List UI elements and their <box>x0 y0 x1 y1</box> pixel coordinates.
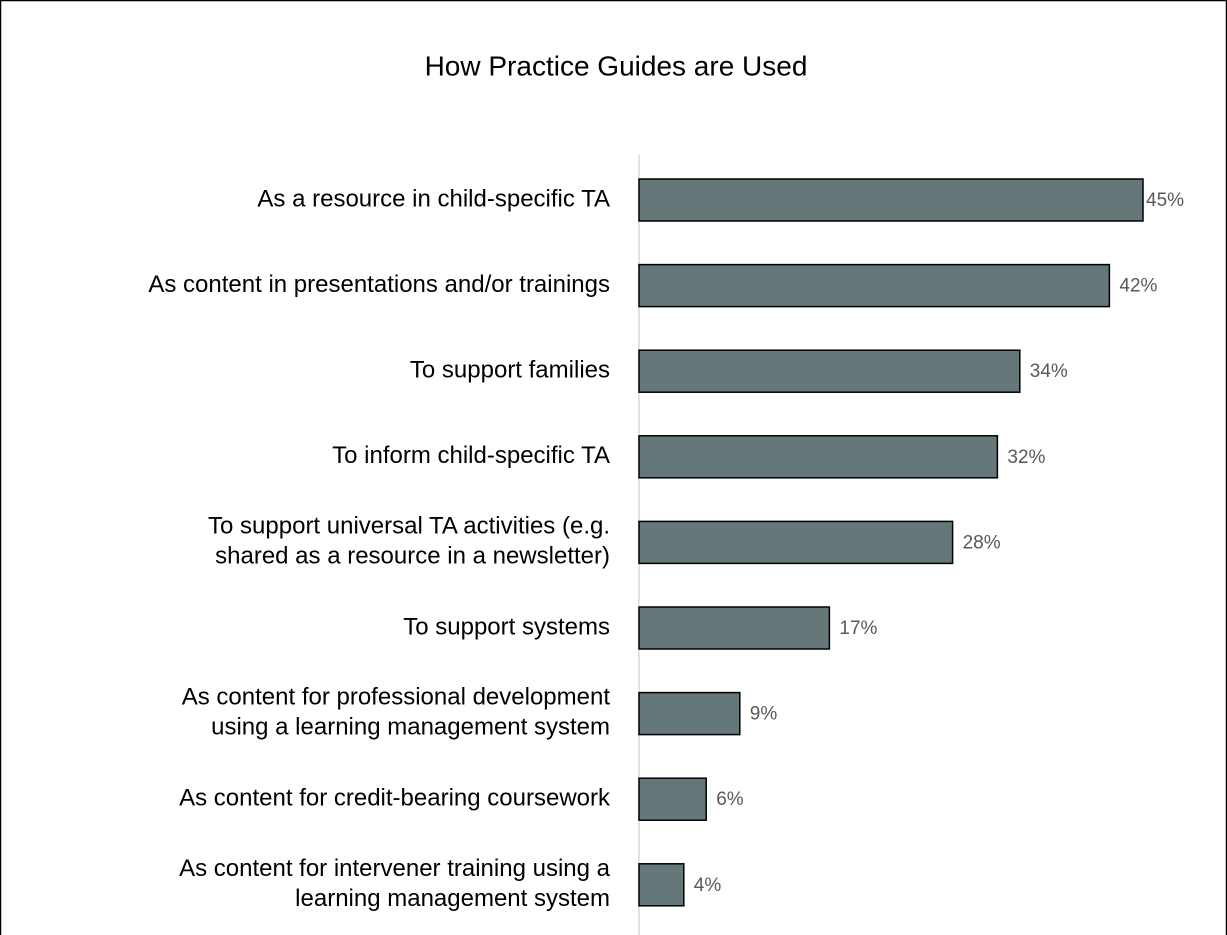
bar <box>638 263 1111 308</box>
bar <box>638 777 707 821</box>
category-label: As content for credit-bearing coursework <box>179 785 611 812</box>
chart-title: How Practice Guides are Used <box>425 50 808 81</box>
bar <box>638 349 1021 393</box>
bar <box>638 435 999 479</box>
value-label: 9% <box>750 704 778 725</box>
category-label: As content in presentations and/or train… <box>148 271 610 298</box>
bar <box>638 606 831 650</box>
category-label: To support universal TA activities (e.g.… <box>208 513 610 570</box>
category-label: As content for intervener training using… <box>179 855 611 912</box>
bar <box>638 178 1144 222</box>
value-label: 42% <box>1119 276 1157 297</box>
category-label: As a resource in child-specific TA <box>257 185 610 212</box>
value-label: 4% <box>694 875 722 896</box>
category-label: As content for professional development u… <box>182 684 611 741</box>
value-label: 17% <box>839 618 877 639</box>
value-label: 32% <box>1007 447 1045 468</box>
value-label: 6% <box>716 789 744 810</box>
bar <box>638 863 685 907</box>
bar <box>638 691 741 736</box>
value-label: 45% <box>1146 190 1184 211</box>
category-label: To support families <box>410 357 610 384</box>
category-label: To support systems <box>403 613 610 640</box>
category-label: To inform child-specific TA <box>332 442 610 469</box>
value-label: 34% <box>1030 361 1068 382</box>
value-label: 28% <box>963 532 1001 553</box>
bar <box>638 520 954 565</box>
